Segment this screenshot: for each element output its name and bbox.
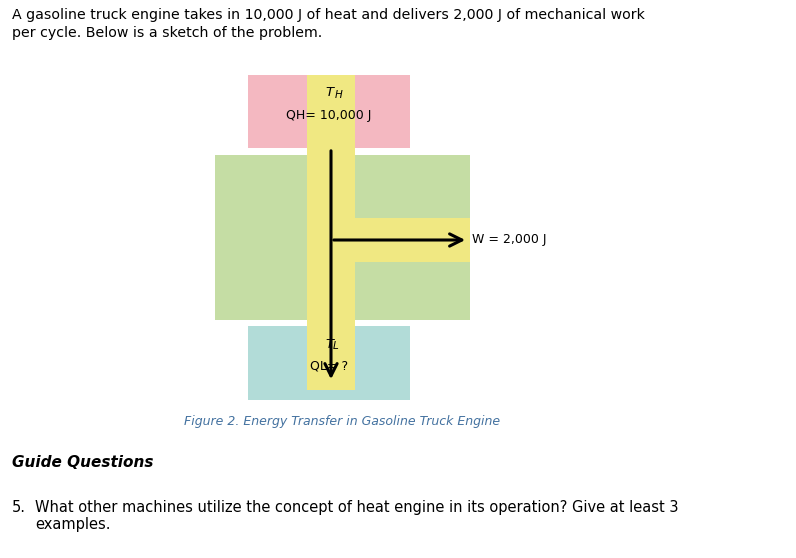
Text: What other machines utilize the concept of heat engine in its operation? Give at: What other machines utilize the concept … <box>35 500 678 532</box>
Bar <box>307 218 470 262</box>
Text: L: L <box>333 341 339 351</box>
Text: W = 2,000 J: W = 2,000 J <box>472 233 547 247</box>
Bar <box>248 326 410 400</box>
Text: T: T <box>325 86 333 99</box>
Text: A gasoline truck engine takes in 10,000 J of heat and delivers 2,000 J of mechan: A gasoline truck engine takes in 10,000 … <box>12 8 645 40</box>
Text: Guide Questions: Guide Questions <box>12 455 154 470</box>
Text: QH= 10,000 J: QH= 10,000 J <box>287 108 372 122</box>
Bar <box>248 75 410 148</box>
Text: 5.: 5. <box>12 500 26 515</box>
Text: Figure 2. Energy Transfer in Gasoline Truck Engine: Figure 2. Energy Transfer in Gasoline Tr… <box>184 415 500 428</box>
Bar <box>307 75 355 390</box>
Text: H: H <box>335 90 343 100</box>
Text: QL= ?: QL= ? <box>310 359 348 373</box>
Text: T: T <box>325 338 333 350</box>
Bar <box>215 155 470 320</box>
